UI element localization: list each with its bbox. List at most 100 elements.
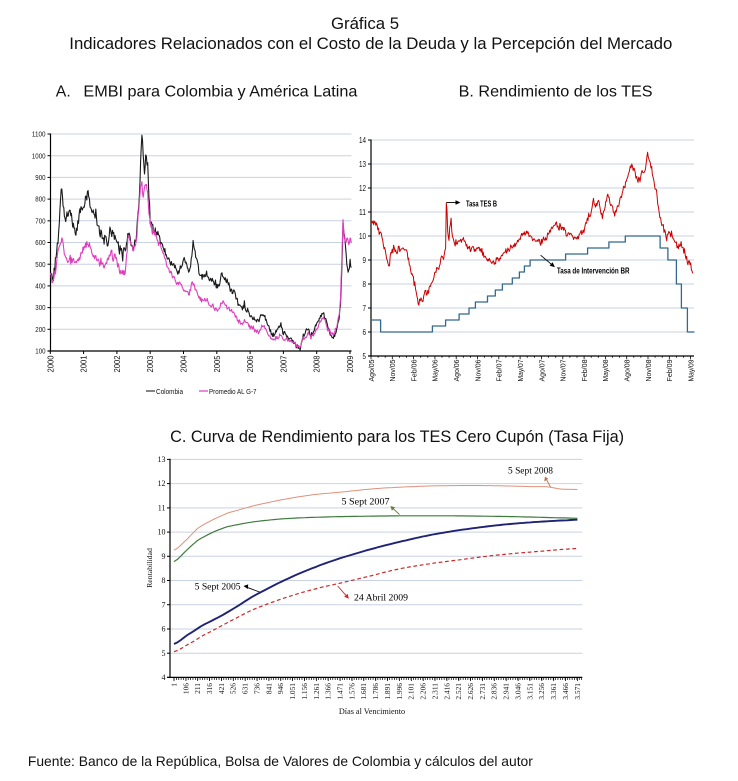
svg-text:May/07: May/07: [516, 360, 525, 382]
svg-text:Nov/07: Nov/07: [559, 360, 568, 382]
svg-text:1.051: 1.051: [288, 683, 297, 700]
svg-text:2.416: 2.416: [442, 683, 451, 700]
svg-text:6: 6: [162, 625, 166, 634]
svg-text:7: 7: [363, 304, 367, 313]
svg-text:631: 631: [241, 683, 250, 694]
svg-text:2003: 2003: [146, 355, 155, 373]
svg-text:526: 526: [229, 683, 238, 694]
svg-text:2001: 2001: [80, 355, 89, 373]
svg-text:1.786: 1.786: [371, 683, 380, 700]
svg-text:736: 736: [252, 683, 261, 694]
svg-text:2006: 2006: [246, 355, 255, 373]
svg-text:Promedio AL G-7: Promedio AL G-7: [209, 387, 257, 396]
svg-text:1.261: 1.261: [312, 683, 321, 700]
svg-text:4: 4: [162, 673, 166, 682]
svg-text:106: 106: [181, 683, 190, 694]
svg-text:Feb/08: Feb/08: [580, 360, 589, 382]
svg-text:C. Curva de Rendimiento para l: C. Curva de Rendimiento para los TES Cer…: [170, 428, 624, 446]
svg-text:2.521: 2.521: [454, 683, 463, 700]
svg-text:8: 8: [162, 576, 166, 585]
svg-text:3.361: 3.361: [549, 683, 558, 700]
svg-text:5 Sept 2005: 5 Sept 2005: [195, 582, 241, 593]
svg-text:11: 11: [158, 503, 166, 512]
svg-text:May/08: May/08: [601, 360, 610, 382]
svg-text:2.626: 2.626: [466, 683, 475, 700]
svg-text:316: 316: [205, 683, 214, 694]
svg-text:2.836: 2.836: [490, 683, 499, 700]
svg-text:300: 300: [35, 303, 45, 312]
svg-text:Ago/08: Ago/08: [622, 360, 631, 382]
svg-text:841: 841: [264, 683, 273, 694]
svg-text:5: 5: [162, 649, 166, 658]
svg-text:2.101: 2.101: [407, 683, 416, 700]
svg-text:Feb/07: Feb/07: [495, 360, 504, 382]
svg-text:Colombia: Colombia: [156, 387, 184, 396]
svg-text:3.046: 3.046: [513, 683, 522, 700]
svg-text:2004: 2004: [180, 355, 189, 373]
svg-text:9: 9: [162, 552, 166, 561]
svg-text:2005: 2005: [213, 355, 222, 373]
svg-text:2009: 2009: [346, 355, 355, 373]
svg-text:1100: 1100: [32, 130, 46, 139]
svg-text:May/09: May/09: [686, 360, 695, 382]
svg-text:1.156: 1.156: [300, 683, 309, 700]
svg-text:3.256: 3.256: [537, 683, 546, 700]
svg-text:946: 946: [276, 683, 285, 694]
svg-text:Ago/07: Ago/07: [537, 360, 546, 382]
svg-text:1.576: 1.576: [347, 683, 356, 700]
svg-text:B. Rendimiento de los TES: B. Rendimiento de los TES: [459, 83, 653, 100]
svg-text:5: 5: [363, 352, 367, 361]
svg-text:1000: 1000: [32, 151, 46, 160]
svg-text:Ago/05: Ago/05: [367, 360, 376, 382]
svg-text:900: 900: [35, 173, 45, 182]
svg-text:600: 600: [35, 238, 45, 247]
svg-text:Fuente: Banco de la República,: Fuente: Banco de la República, Bolsa de …: [28, 754, 533, 769]
svg-text:2.731: 2.731: [478, 683, 487, 700]
svg-text:200: 200: [35, 325, 45, 334]
svg-text:421: 421: [217, 683, 226, 694]
svg-text:1.366: 1.366: [324, 683, 333, 700]
svg-text:2007: 2007: [279, 355, 288, 373]
svg-text:5 Sept 2007: 5 Sept 2007: [342, 497, 390, 508]
svg-text:500: 500: [35, 260, 45, 269]
svg-text:2.941: 2.941: [502, 683, 511, 700]
svg-text:1.996: 1.996: [395, 683, 404, 700]
svg-text:13: 13: [359, 160, 366, 169]
svg-text:211: 211: [193, 683, 202, 694]
svg-text:100: 100: [35, 347, 45, 356]
svg-text:800: 800: [35, 195, 45, 204]
svg-text:Nov/06: Nov/06: [473, 360, 482, 382]
svg-text:1.471: 1.471: [336, 683, 345, 700]
svg-text:3.571: 3.571: [573, 683, 582, 700]
svg-text:2008: 2008: [313, 355, 322, 373]
svg-text:24 Abril 2009: 24 Abril 2009: [354, 593, 408, 604]
svg-text:Nov/08: Nov/08: [644, 360, 653, 382]
svg-text:Feb/09: Feb/09: [665, 360, 674, 382]
svg-text:5 Sept 2008: 5 Sept 2008: [508, 466, 553, 477]
svg-text:10: 10: [158, 528, 166, 537]
svg-text:2.311: 2.311: [430, 683, 439, 700]
svg-text:3.151: 3.151: [525, 683, 534, 700]
svg-text:2002: 2002: [113, 355, 122, 373]
svg-text:A.: A.: [56, 83, 71, 100]
svg-text:EMBI para Colombia y América L: EMBI para Colombia y América Latina: [83, 83, 357, 100]
svg-text:9: 9: [363, 256, 367, 265]
svg-text:11: 11: [359, 208, 366, 217]
svg-text:10: 10: [359, 232, 367, 241]
svg-text:Días al Vencimiento: Días al Vencimiento: [339, 707, 405, 716]
svg-text:400: 400: [35, 282, 45, 291]
svg-text:Nov/05: Nov/05: [388, 360, 397, 382]
svg-text:Tasa TES B: Tasa TES B: [466, 200, 497, 209]
svg-text:14: 14: [359, 136, 367, 145]
svg-text:6: 6: [363, 328, 367, 337]
svg-text:12: 12: [359, 184, 366, 193]
svg-text:8: 8: [363, 280, 367, 289]
svg-text:1.681: 1.681: [359, 683, 368, 700]
svg-text:2.206: 2.206: [419, 683, 428, 700]
svg-text:2000: 2000: [46, 355, 55, 373]
svg-text:1.891: 1.891: [383, 683, 392, 700]
svg-text:Ago/06: Ago/06: [452, 360, 461, 382]
svg-text:1: 1: [169, 683, 178, 687]
svg-text:13: 13: [158, 455, 166, 464]
svg-text:Tasa de Intervención BR: Tasa de Intervención BR: [557, 267, 630, 276]
